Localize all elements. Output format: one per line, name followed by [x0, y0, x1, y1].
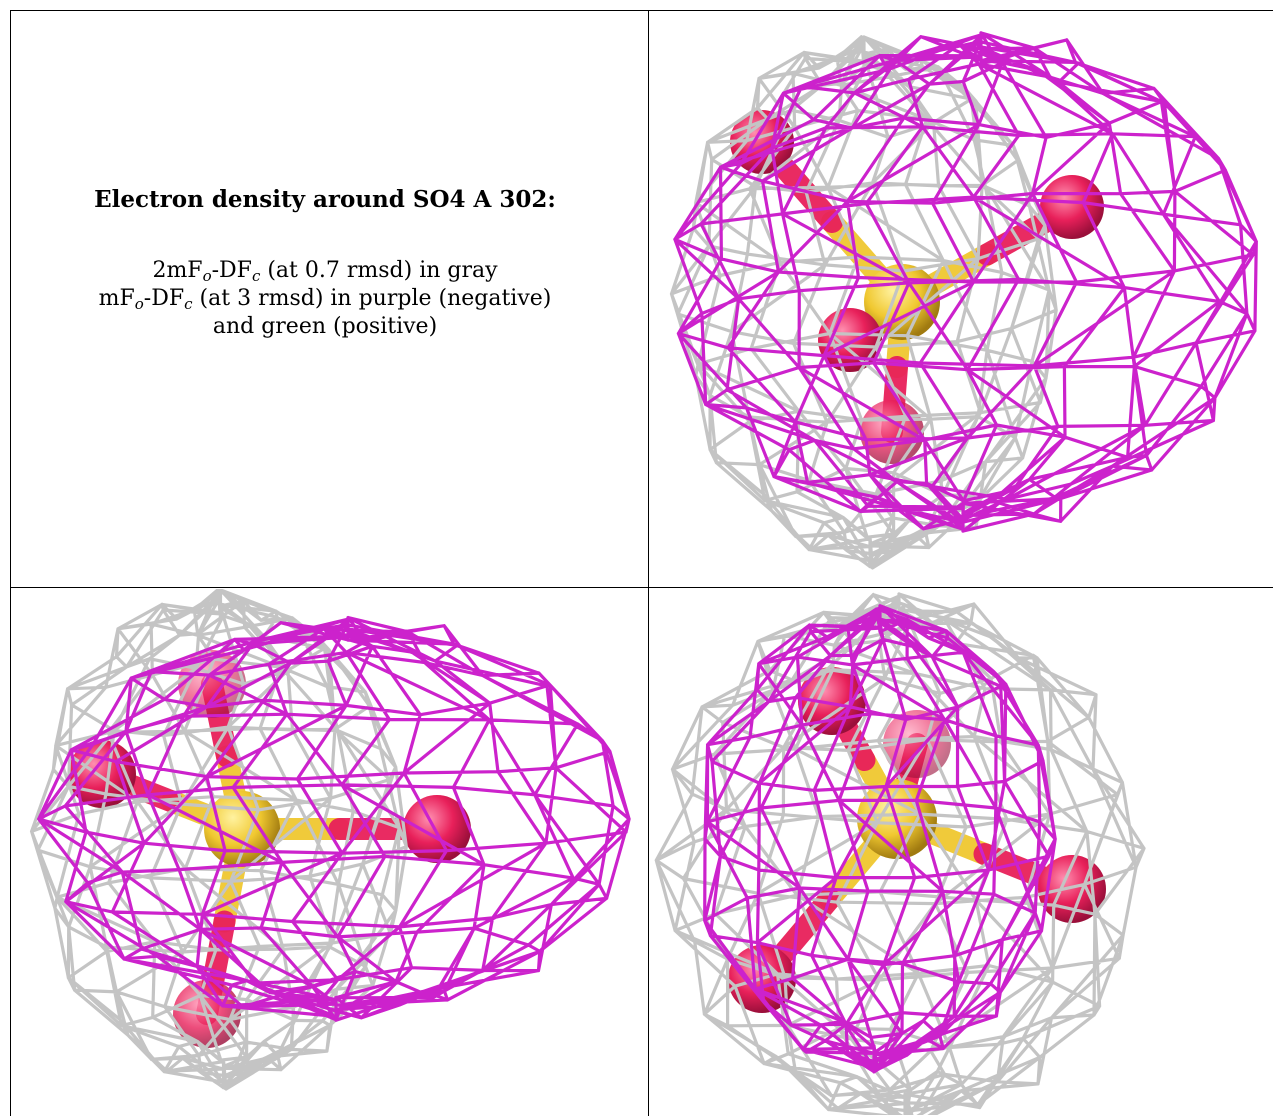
caption-line-gray-map: 2mFo-DFc (at 0.7 rmsd) in gray	[152, 257, 498, 285]
view-bottom-left	[12, 589, 646, 1115]
table-divider-horizontal	[10, 587, 1273, 588]
purple-density-mesh	[673, 31, 1258, 533]
view-bottom-right	[652, 589, 1272, 1115]
caption-line-positive: and green (positive)	[212, 313, 438, 339]
table-border-top	[10, 10, 1273, 11]
purple-density-mesh	[37, 616, 631, 1022]
oxygen-atom-3	[883, 710, 951, 778]
table-divider-vertical	[648, 10, 649, 1116]
caption-cell: Electron density around SO4 A 302: 2mFo-…	[10, 0, 640, 586]
caption-title: Electron density around SO4 A 302:	[94, 185, 556, 213]
density-render-bottom-left	[30, 589, 631, 1091]
density-render-bottom-right	[654, 592, 1146, 1115]
caption-line-difference-map: mFo-DFc (at 3 rmsd) in purple (negative)	[98, 285, 552, 313]
purple-density-mesh	[703, 604, 1057, 1074]
view-top-right	[652, 12, 1272, 586]
table-border-left	[10, 10, 11, 1116]
density-render-top-right	[669, 31, 1258, 570]
